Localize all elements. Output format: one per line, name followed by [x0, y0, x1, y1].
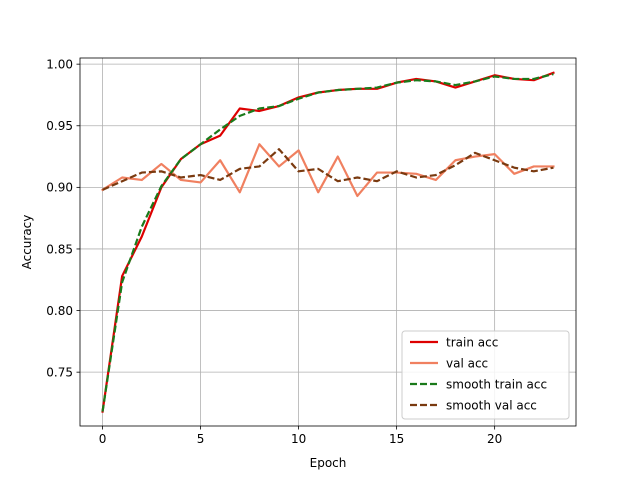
legend-box: [401, 330, 570, 420]
axis-ticks: 0 5 10 15 20 0.75 0.80 0.85 0.90 0.95 1.00: [46, 57, 502, 446]
series-line-smooth-train-acc: [101, 72, 554, 412]
y-tick-label: 0.80: [46, 304, 73, 318]
y-tick-label: 1.00: [46, 57, 73, 71]
legend-label-smooth-train-acc: smooth train acc: [446, 377, 547, 391]
plot-frame: [79, 57, 577, 427]
y-tick-label: 0.95: [46, 119, 73, 133]
legend-label-val-acc: val acc: [446, 356, 488, 370]
x-axis-label: Epoch: [310, 456, 347, 470]
x-tick-label: 0: [99, 432, 107, 446]
y-axis-label: Accuracy: [20, 215, 34, 270]
x-tick-label: 5: [197, 432, 205, 446]
x-tick-label: 10: [291, 432, 306, 446]
x-tick-label: 15: [389, 432, 404, 446]
series-lines: [101, 71, 555, 413]
y-tick-label: 0.85: [46, 242, 73, 256]
x-tick-label: 20: [487, 432, 502, 446]
legend-label-smooth-val-acc: smooth val acc: [446, 398, 537, 412]
legend-label-train-acc: train acc: [446, 335, 498, 349]
y-tick-label: 0.90: [46, 181, 73, 195]
legend: train acc val acc smooth train acc smooth v…: [401, 330, 570, 420]
series-line-smooth-val-acc: [102, 148, 554, 191]
y-tick-label: 0.75: [46, 365, 73, 379]
